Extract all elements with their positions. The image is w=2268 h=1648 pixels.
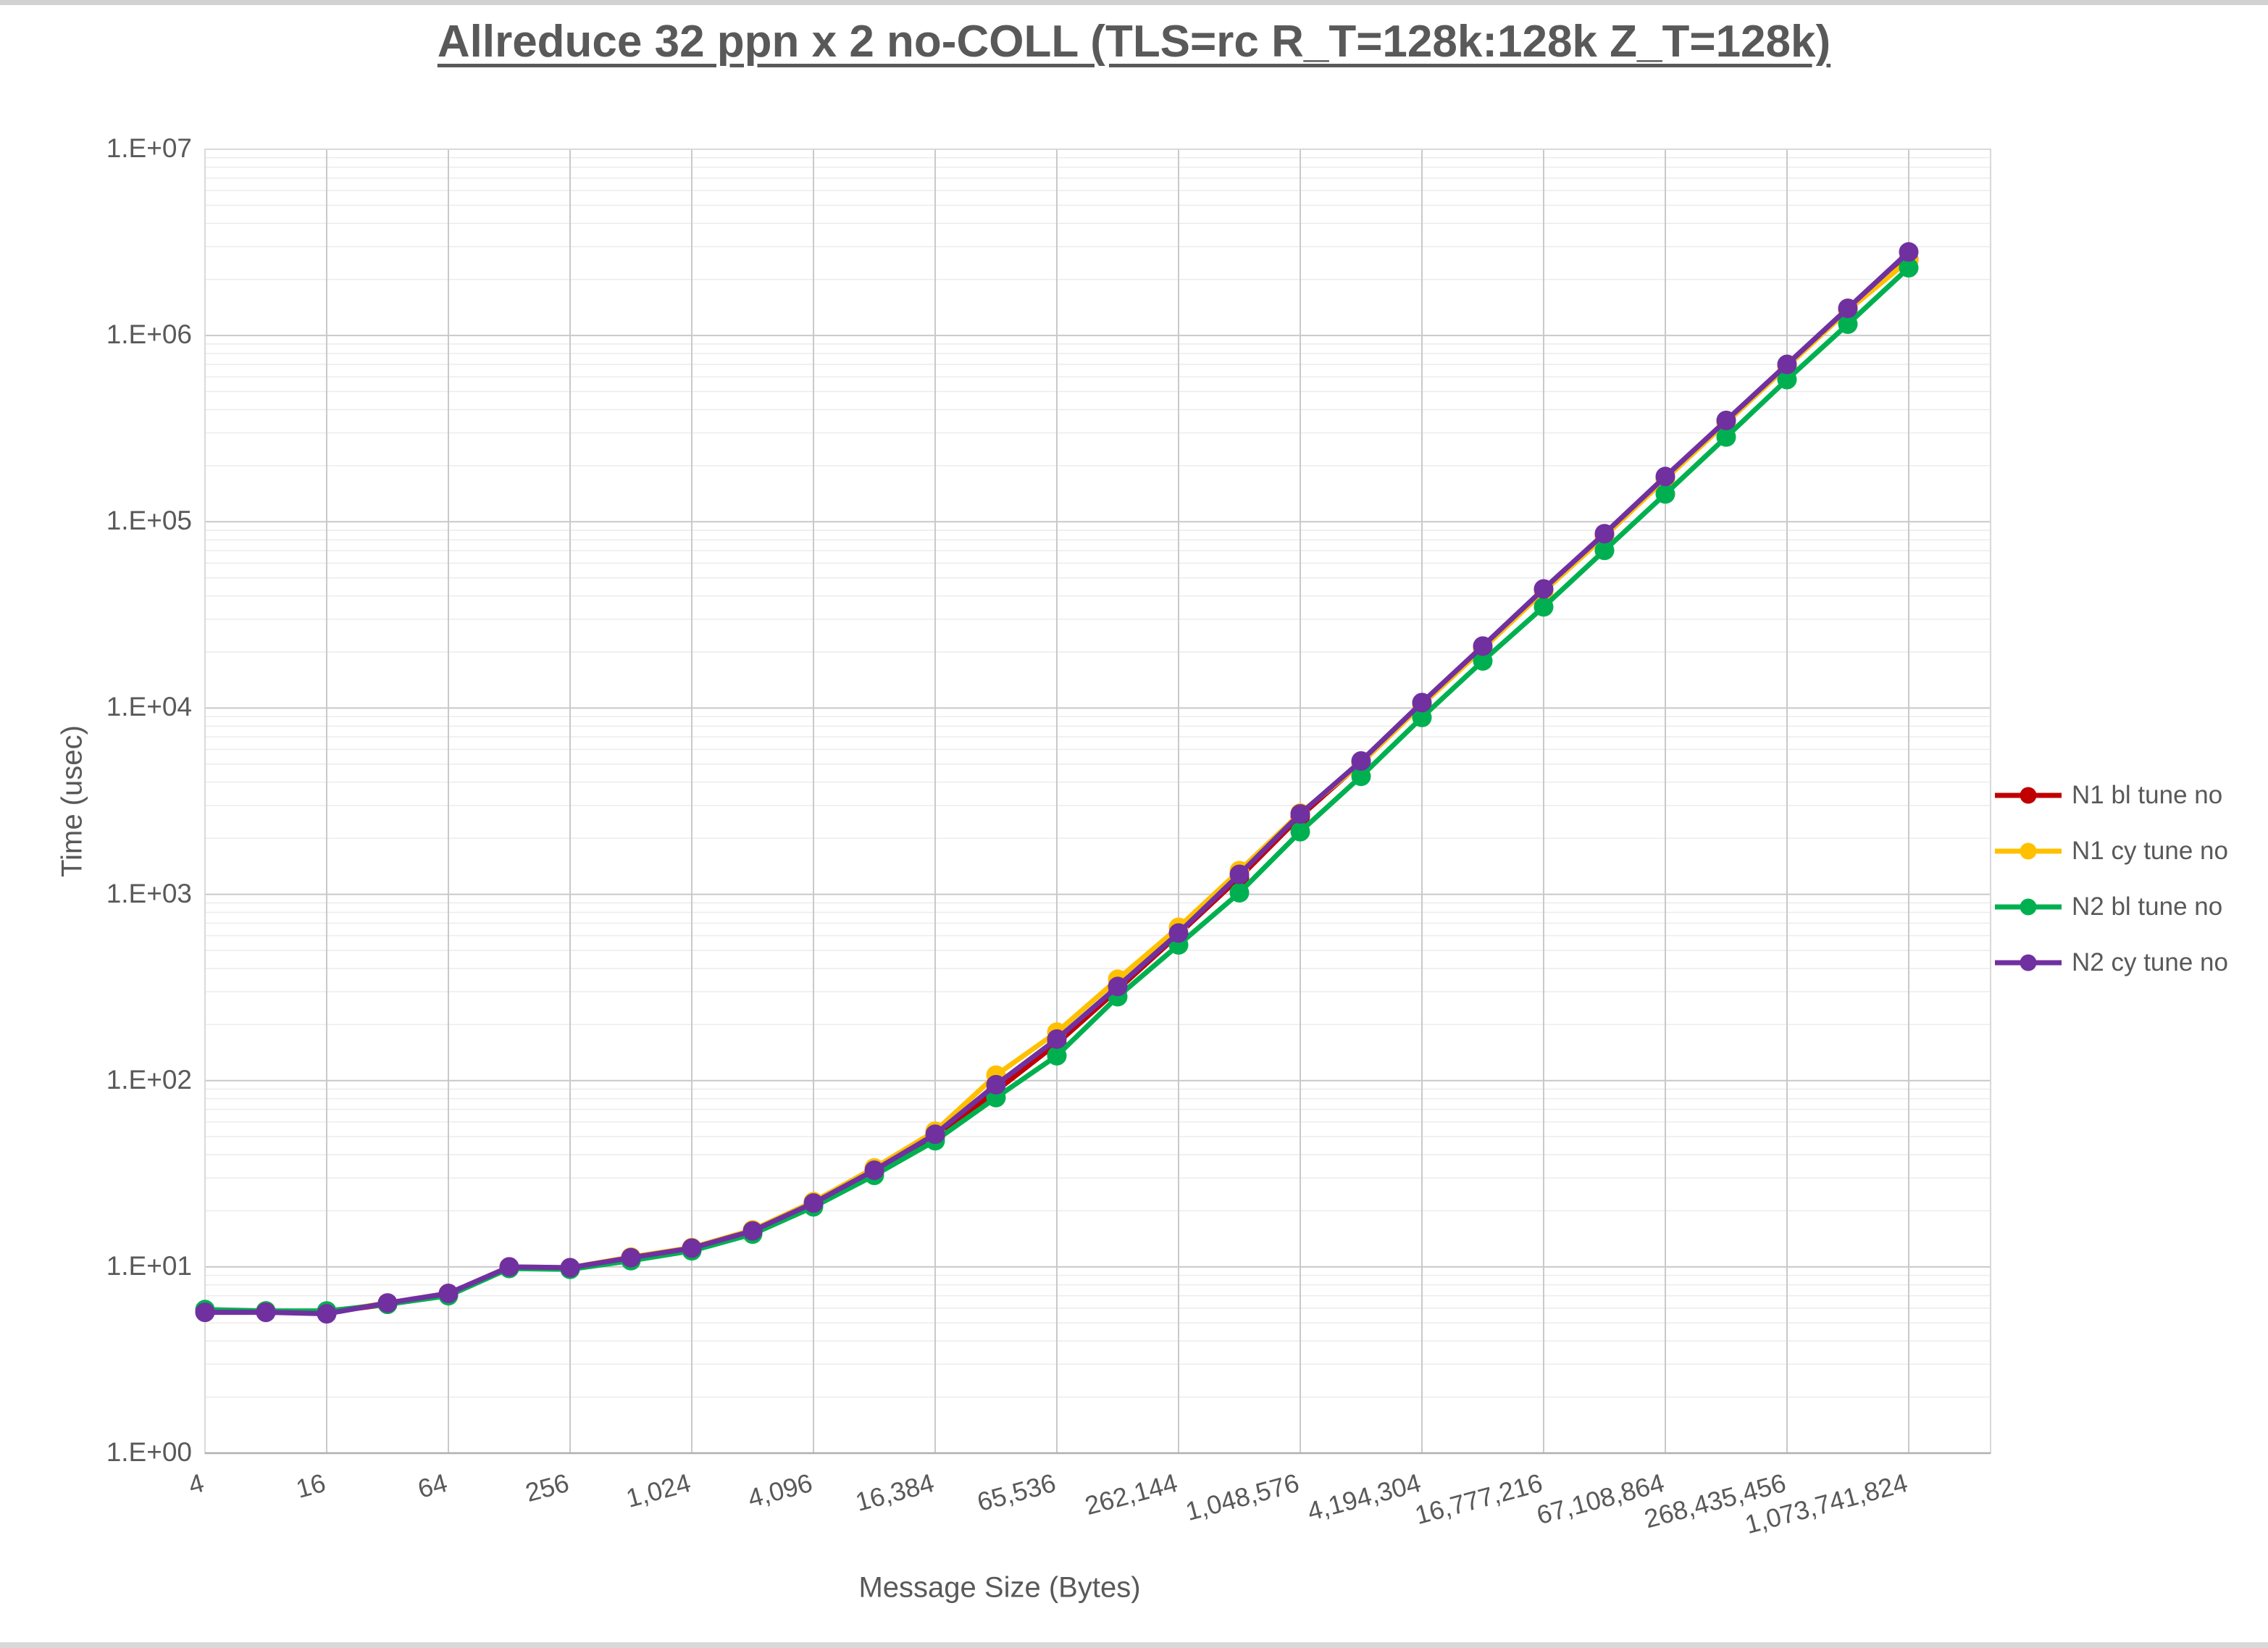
chart-title: Allreduce 32 ppn x 2 no-COLL (TLS=rc R_T… — [437, 17, 1831, 67]
data-point-n2-bl-tune-no — [1716, 427, 1736, 447]
legend-dot — [2020, 954, 2037, 971]
legend-item-n1-cy-tune-no[interactable]: N1 cy tune no — [1993, 834, 2228, 869]
legend-item-n1-bl-tune-no[interactable]: N1 bl tune no — [1993, 778, 2222, 813]
y-tick-label: 1.E+03 — [106, 878, 192, 908]
y-tick-label: 1.E+04 — [106, 692, 192, 722]
data-point-n2-cy-tune-no — [742, 1221, 763, 1241]
data-point-n2-cy-tune-no — [1047, 1029, 1067, 1049]
data-point-n2-cy-tune-no — [1655, 467, 1675, 487]
data-point-n2-cy-tune-no — [1108, 976, 1128, 997]
legend-marker-icon — [1995, 842, 2062, 860]
data-point-n2-cy-tune-no — [560, 1258, 580, 1278]
data-point-n2-cy-tune-no — [1412, 693, 1432, 713]
data-point-n2-cy-tune-no — [1716, 410, 1736, 430]
data-point-n2-cy-tune-no — [317, 1304, 337, 1324]
series-n2-cy-tune-no[interactable] — [195, 242, 1919, 1324]
data-point-n2-cy-tune-no — [1533, 579, 1554, 599]
legend-dot — [2020, 898, 2037, 916]
data-point-n2-bl-tune-no — [1899, 258, 1919, 278]
data-point-n2-bl-tune-no — [1777, 369, 1797, 390]
y-tick-label: 1.E+05 — [106, 506, 192, 536]
y-tick-label: 1.E+01 — [106, 1250, 192, 1281]
legend-item-n2-bl-tune-no[interactable]: N2 bl tune no — [1993, 890, 2222, 924]
y-tick-label: 1.E+00 — [106, 1437, 192, 1467]
data-point-n2-cy-tune-no — [1168, 923, 1189, 943]
data-point-n2-cy-tune-no — [1229, 864, 1250, 884]
data-point-n2-bl-tune-no — [1229, 882, 1250, 903]
data-point-n2-cy-tune-no — [499, 1257, 519, 1277]
data-point-n2-cy-tune-no — [1838, 298, 1858, 319]
legend-marker-icon — [1995, 787, 2062, 804]
data-point-n2-cy-tune-no — [864, 1160, 884, 1180]
data-point-n2-bl-tune-no — [1655, 484, 1675, 504]
data-point-n2-cy-tune-no — [682, 1238, 702, 1258]
x-axis-title: Message Size (Bytes) — [858, 1571, 1141, 1604]
legend-marker-icon — [1995, 898, 2062, 916]
data-point-n2-cy-tune-no — [1594, 524, 1615, 544]
screen-bottom-edge — [0, 1642, 2268, 1648]
data-point-n2-cy-tune-no — [1777, 354, 1797, 375]
data-point-n2-bl-tune-no — [1533, 597, 1554, 617]
data-point-n2-cy-tune-no — [925, 1124, 945, 1145]
legend-item-n2-cy-tune-no[interactable]: N2 cy tune no — [1993, 945, 2228, 980]
plot-border — [204, 149, 1991, 1454]
y-tick-label: 1.E+02 — [106, 1064, 192, 1095]
legend-dot — [2020, 787, 2037, 804]
y-tick-label: 1.E+06 — [106, 319, 192, 350]
data-point-n2-bl-tune-no — [1412, 707, 1432, 727]
data-point-n2-bl-tune-no — [1594, 540, 1615, 561]
data-point-n2-cy-tune-no — [377, 1293, 398, 1313]
legend-item-label: N1 bl tune no — [2072, 781, 2223, 809]
data-point-n2-cy-tune-no — [621, 1247, 641, 1268]
legend-dot — [2020, 842, 2037, 860]
data-point-n2-bl-tune-no — [1838, 314, 1858, 334]
data-point-n2-bl-tune-no — [1290, 821, 1310, 842]
data-point-n2-cy-tune-no — [803, 1193, 824, 1213]
data-point-n2-bl-tune-no — [1047, 1045, 1067, 1066]
data-point-n2-cy-tune-no — [1351, 751, 1371, 771]
y-tick-label: 1.E+07 — [106, 133, 192, 163]
legend-marker-icon — [1995, 954, 2062, 971]
legend-item-label: N1 cy tune no — [2072, 837, 2228, 865]
legend-item-label: N2 cy tune no — [2072, 948, 2228, 976]
data-point-n2-cy-tune-no — [1899, 242, 1919, 262]
data-point-n2-bl-tune-no — [1473, 651, 1493, 671]
data-point-n2-cy-tune-no — [986, 1074, 1006, 1095]
data-point-n2-cy-tune-no — [256, 1302, 276, 1323]
data-point-n2-cy-tune-no — [1473, 636, 1493, 656]
screen-top-edge — [0, 0, 2268, 5]
data-point-n2-cy-tune-no — [195, 1302, 215, 1323]
data-point-n2-cy-tune-no — [438, 1284, 459, 1303]
gridlines — [204, 148, 1991, 1455]
legend-item-label: N2 bl tune no — [2072, 892, 2223, 921]
data-point-n2-cy-tune-no — [1290, 804, 1310, 824]
data-point-n2-bl-tune-no — [1351, 766, 1371, 787]
